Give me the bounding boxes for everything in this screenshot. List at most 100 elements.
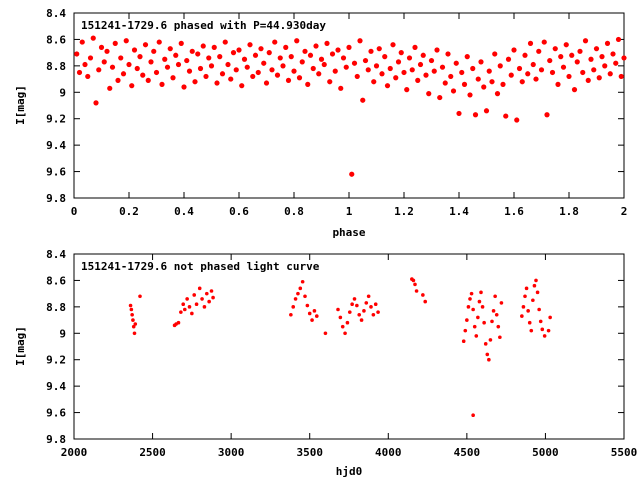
data-point <box>496 324 501 329</box>
data-point <box>244 64 250 70</box>
data-point <box>364 301 369 305</box>
data-point <box>283 44 289 50</box>
data-point <box>343 331 347 336</box>
data-point <box>511 47 517 53</box>
data-point <box>428 57 435 64</box>
data-point <box>293 297 298 301</box>
y-tick-label: 8.6 <box>46 274 66 287</box>
data-point <box>74 51 80 57</box>
data-point <box>274 72 281 78</box>
data-point <box>610 51 616 57</box>
data-point <box>599 54 605 60</box>
data-point <box>540 327 545 332</box>
data-point <box>555 81 561 87</box>
data-point <box>76 69 83 76</box>
data-point <box>520 314 524 318</box>
data-point <box>516 65 523 72</box>
data-point <box>291 305 296 309</box>
data-point <box>291 68 297 74</box>
data-point <box>79 39 85 45</box>
data-point <box>357 38 363 44</box>
unphased-plot-xlabel: hjd0 <box>336 465 363 478</box>
data-point <box>207 299 211 304</box>
data-point <box>307 311 312 316</box>
data-point <box>211 44 217 50</box>
y-tick-label: 9.4 <box>46 139 66 152</box>
data-point <box>390 42 396 48</box>
data-point <box>526 309 530 313</box>
data-point <box>465 318 469 322</box>
data-point <box>423 72 429 78</box>
data-point <box>395 59 402 65</box>
data-point <box>182 307 187 312</box>
data-point <box>529 328 534 333</box>
data-point <box>379 71 385 77</box>
x-tick-label: 5500 <box>611 446 638 459</box>
y-tick-label: 8.6 <box>46 33 66 46</box>
data-point <box>406 55 413 61</box>
data-point <box>258 46 264 52</box>
data-point <box>355 303 359 308</box>
data-point <box>376 46 382 52</box>
data-point <box>128 303 133 308</box>
data-point <box>200 43 206 49</box>
data-point <box>563 42 569 48</box>
y-tick-label: 9.2 <box>46 113 66 126</box>
data-point <box>461 81 468 87</box>
data-point <box>98 44 105 50</box>
data-point <box>194 302 199 307</box>
data-point <box>588 56 594 62</box>
phased-plot-yticks: 8.4 8.6 8.8 9 9.2 9.4 9.6 9.8 <box>46 7 624 205</box>
phased-plot-xlabel: phase <box>332 226 365 239</box>
x-tick-label: 1.6 <box>504 205 524 218</box>
data-point <box>228 76 234 82</box>
data-point <box>618 73 624 80</box>
data-point <box>522 52 528 58</box>
y-tick-label: 8.8 <box>46 60 66 73</box>
data-point <box>547 57 553 64</box>
data-point <box>202 305 207 309</box>
data-point <box>345 320 350 325</box>
data-point <box>525 71 531 77</box>
phased-plot-title: 151241-1729.6 phased with P=44.930day <box>81 19 326 32</box>
data-point <box>373 302 378 307</box>
data-point <box>134 65 140 72</box>
data-point <box>566 73 572 80</box>
data-point <box>236 47 242 53</box>
x-tick-label: 3500 <box>296 446 323 459</box>
unphased-plot-frame <box>73 253 625 440</box>
data-point <box>534 278 538 283</box>
data-point <box>472 112 479 118</box>
data-point <box>450 88 457 94</box>
data-point <box>434 47 440 53</box>
data-point <box>413 282 417 287</box>
data-point <box>225 61 231 68</box>
y-tick-label: 9.8 <box>46 433 66 446</box>
data-point <box>85 73 91 80</box>
data-point <box>546 328 551 333</box>
data-point <box>131 324 136 329</box>
data-point <box>558 54 564 60</box>
data-point <box>324 40 330 46</box>
data-point <box>535 290 540 295</box>
data-point <box>527 320 532 325</box>
phased-plot-points <box>74 35 627 177</box>
data-point <box>192 79 198 85</box>
data-point <box>350 302 354 307</box>
data-point <box>482 320 486 325</box>
data-point <box>115 77 121 83</box>
data-point <box>129 83 135 89</box>
data-point <box>541 39 547 45</box>
data-point <box>467 92 473 98</box>
data-point <box>426 91 432 97</box>
x-tick-label: 4500 <box>454 446 481 459</box>
data-point <box>170 75 176 81</box>
data-point <box>204 291 209 296</box>
y-tick-label: 9 <box>59 327 66 340</box>
data-point <box>250 73 256 80</box>
data-point <box>300 279 305 284</box>
data-point <box>343 64 349 70</box>
data-point <box>527 40 534 46</box>
data-point <box>305 303 310 308</box>
data-point <box>352 297 357 301</box>
